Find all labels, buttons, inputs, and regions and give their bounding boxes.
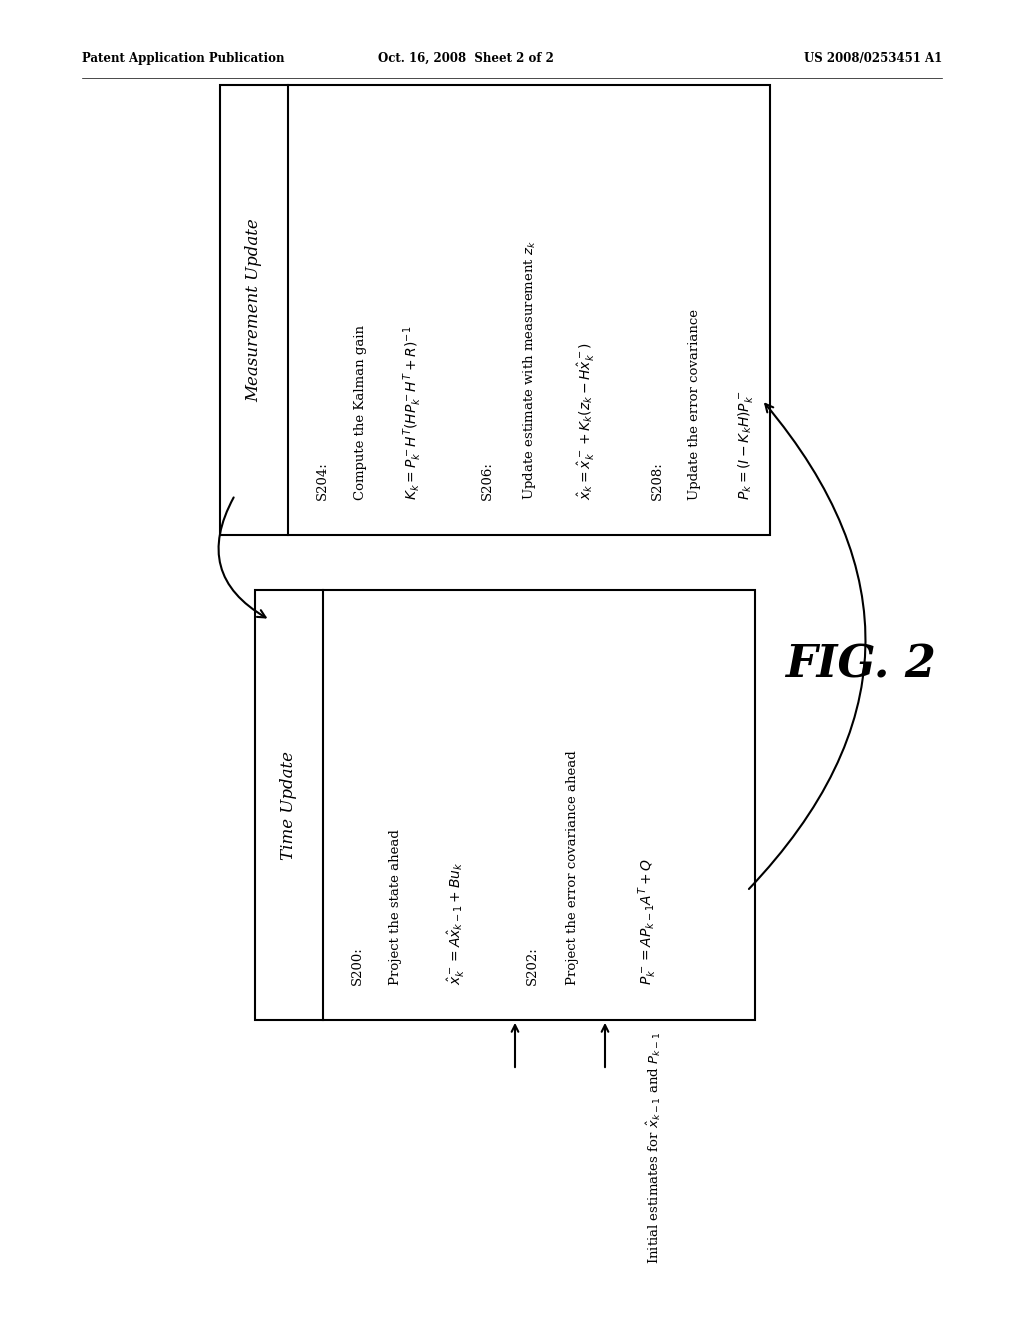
FancyArrowPatch shape <box>218 498 265 618</box>
Text: Time Update: Time Update <box>281 751 298 859</box>
Text: $\hat{x}_k^- = A\hat{x}_{k-1} + Bu_k$: $\hat{x}_k^- = A\hat{x}_{k-1} + Bu_k$ <box>446 862 467 985</box>
Text: $\hat{x}_k = \hat{x}_k^- + K_k(z_k - H\hat{x}_k^-)$: $\hat{x}_k = \hat{x}_k^- + K_k(z_k - H\h… <box>575 342 597 500</box>
Text: $K_k = P_k^- H^T (HP_k^- H^T + R)^{-1}$: $K_k = P_k^- H^T (HP_k^- H^T + R)^{-1}$ <box>401 326 424 500</box>
Text: Project the error covariance ahead: Project the error covariance ahead <box>566 750 579 985</box>
Text: Patent Application Publication: Patent Application Publication <box>82 51 285 65</box>
Text: FIG. 2: FIG. 2 <box>784 644 936 686</box>
Text: $P_k^- = AP_{k-1}A^T + Q$: $P_k^- = AP_{k-1}A^T + Q$ <box>636 858 658 985</box>
Text: Update estimate with measurement $z_k$: Update estimate with measurement $z_k$ <box>521 240 538 500</box>
Text: S204:: S204: <box>316 461 329 500</box>
Text: US 2008/0253451 A1: US 2008/0253451 A1 <box>804 51 942 65</box>
Text: Initial estimates for $\hat{x}_{k-1}$ and $P_{k-1}$: Initial estimates for $\hat{x}_{k-1}$ an… <box>645 1032 664 1265</box>
Text: S206:: S206: <box>481 461 494 500</box>
Text: Project the state ahead: Project the state ahead <box>389 829 402 985</box>
Text: S200:: S200: <box>351 946 364 985</box>
Text: Compute the Kalman gain: Compute the Kalman gain <box>354 325 367 500</box>
Text: $P_k = (I - K_k H)P_k^-$: $P_k = (I - K_k H)P_k^-$ <box>736 391 755 500</box>
Bar <box>255 590 755 1020</box>
Text: S208:: S208: <box>651 461 664 500</box>
FancyArrowPatch shape <box>749 404 865 888</box>
Bar <box>220 84 770 535</box>
Text: Measurement Update: Measurement Update <box>246 218 262 401</box>
Text: S202:: S202: <box>526 946 539 985</box>
Text: Oct. 16, 2008  Sheet 2 of 2: Oct. 16, 2008 Sheet 2 of 2 <box>378 51 554 65</box>
Text: Update the error covariance: Update the error covariance <box>688 309 701 500</box>
